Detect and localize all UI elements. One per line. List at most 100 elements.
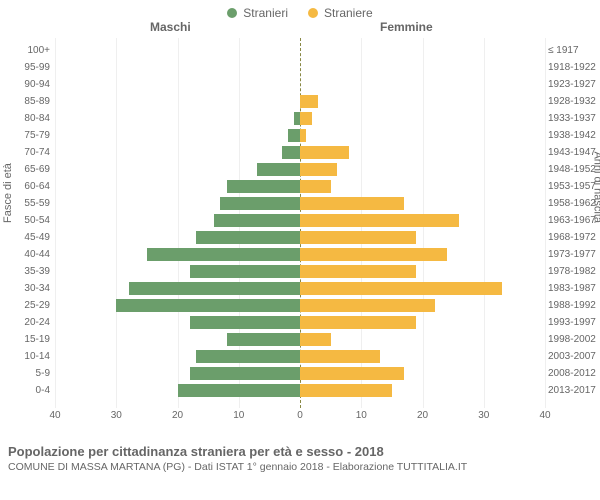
bar-male bbox=[190, 265, 300, 278]
bar-pair bbox=[55, 314, 545, 331]
xtick-label: 30 bbox=[111, 410, 122, 421]
bar-pair bbox=[55, 297, 545, 314]
legend-item-male: Stranieri bbox=[227, 6, 288, 20]
birth-label: 1938-1942 bbox=[548, 127, 600, 144]
age-label: 0-4 bbox=[0, 382, 50, 399]
bar-male bbox=[220, 197, 300, 210]
birth-label: 2013-2017 bbox=[548, 382, 600, 399]
age-label: 100+ bbox=[0, 42, 50, 59]
bar-pair bbox=[55, 76, 545, 93]
xtick-label: 40 bbox=[49, 410, 60, 421]
bar-male bbox=[196, 231, 300, 244]
bar-female bbox=[300, 265, 416, 278]
age-label: 95-99 bbox=[0, 59, 50, 76]
birth-label: 1988-1992 bbox=[548, 297, 600, 314]
bar-male bbox=[288, 129, 300, 142]
bar-male bbox=[190, 316, 300, 329]
bar-male bbox=[190, 367, 300, 380]
birth-label: 1978-1982 bbox=[548, 263, 600, 280]
bar-female bbox=[300, 180, 331, 193]
bar-pair bbox=[55, 195, 545, 212]
bar-female bbox=[300, 163, 337, 176]
bar-pair bbox=[55, 365, 545, 382]
birth-label: 2003-2007 bbox=[548, 348, 600, 365]
xtick-label: 10 bbox=[356, 410, 367, 421]
bar-male bbox=[214, 214, 300, 227]
legend-label-male: Stranieri bbox=[243, 6, 288, 20]
age-label: 30-34 bbox=[0, 280, 50, 297]
grid-line bbox=[545, 38, 546, 408]
column-headers: Maschi Femmine bbox=[0, 20, 600, 38]
footer-subtitle: COMUNE DI MASSA MARTANA (PG) - Dati ISTA… bbox=[8, 461, 592, 473]
bar-pair bbox=[55, 110, 545, 127]
bar-male bbox=[178, 384, 301, 397]
pyramid-chart: Fasce di età Anni di nascita 100+≤ 19179… bbox=[0, 38, 600, 438]
age-label: 50-54 bbox=[0, 212, 50, 229]
age-label: 80-84 bbox=[0, 110, 50, 127]
bar-male bbox=[227, 333, 301, 346]
birth-label: 1973-1977 bbox=[548, 246, 600, 263]
bar-pair bbox=[55, 93, 545, 110]
bar-pair bbox=[55, 42, 545, 59]
bar-female bbox=[300, 248, 447, 261]
legend: Stranieri Straniere bbox=[0, 0, 600, 20]
bar-female bbox=[300, 333, 331, 346]
bar-female bbox=[300, 350, 380, 363]
bar-pair bbox=[55, 246, 545, 263]
age-label: 15-19 bbox=[0, 331, 50, 348]
bar-male bbox=[227, 180, 301, 193]
bar-female bbox=[300, 214, 459, 227]
birth-label: 2008-2012 bbox=[548, 365, 600, 382]
bar-female bbox=[300, 112, 312, 125]
age-label: 40-44 bbox=[0, 246, 50, 263]
age-label: 45-49 bbox=[0, 229, 50, 246]
birth-label: 1983-1987 bbox=[548, 280, 600, 297]
bar-female bbox=[300, 367, 404, 380]
birth-label: 1928-1932 bbox=[548, 93, 600, 110]
bar-female bbox=[300, 129, 306, 142]
bar-female bbox=[300, 282, 502, 295]
birth-label: 1933-1937 bbox=[548, 110, 600, 127]
bar-male bbox=[116, 299, 300, 312]
xtick-label: 0 bbox=[297, 410, 303, 421]
age-label: 10-14 bbox=[0, 348, 50, 365]
bar-male bbox=[129, 282, 301, 295]
swatch-male bbox=[227, 8, 237, 18]
birth-label: 1993-1997 bbox=[548, 314, 600, 331]
bar-pair bbox=[55, 280, 545, 297]
birth-label: 1918-1922 bbox=[548, 59, 600, 76]
xtick-label: 10 bbox=[233, 410, 244, 421]
bar-female bbox=[300, 299, 435, 312]
xtick-label: 20 bbox=[417, 410, 428, 421]
bar-pair bbox=[55, 229, 545, 246]
bar-female bbox=[300, 197, 404, 210]
age-label: 70-74 bbox=[0, 144, 50, 161]
bar-male bbox=[196, 350, 300, 363]
age-label: 55-59 bbox=[0, 195, 50, 212]
age-label: 20-24 bbox=[0, 314, 50, 331]
swatch-female bbox=[308, 8, 318, 18]
bar-pair bbox=[55, 212, 545, 229]
birth-label: 1953-1957 bbox=[548, 178, 600, 195]
bar-female bbox=[300, 95, 318, 108]
bar-pair bbox=[55, 331, 545, 348]
xtick-label: 40 bbox=[539, 410, 550, 421]
header-male: Maschi bbox=[150, 20, 191, 34]
age-label: 25-29 bbox=[0, 297, 50, 314]
xtick-label: 20 bbox=[172, 410, 183, 421]
birth-label: 1998-2002 bbox=[548, 331, 600, 348]
bar-female bbox=[300, 231, 416, 244]
footer-title: Popolazione per cittadinanza straniera p… bbox=[8, 444, 592, 459]
bar-pair bbox=[55, 178, 545, 195]
x-axis: 40302010010203040 bbox=[0, 410, 600, 424]
birth-label: ≤ 1917 bbox=[548, 42, 600, 59]
legend-item-female: Straniere bbox=[308, 6, 373, 20]
age-label: 90-94 bbox=[0, 76, 50, 93]
age-label: 5-9 bbox=[0, 365, 50, 382]
birth-label: 1958-1962 bbox=[548, 195, 600, 212]
age-label: 60-64 bbox=[0, 178, 50, 195]
bar-pair bbox=[55, 348, 545, 365]
bar-pair bbox=[55, 59, 545, 76]
header-female: Femmine bbox=[380, 20, 433, 34]
birth-label: 1943-1947 bbox=[548, 144, 600, 161]
